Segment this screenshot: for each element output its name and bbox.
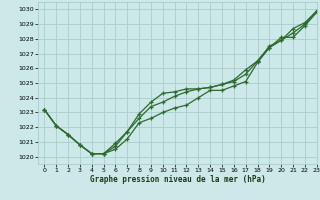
- X-axis label: Graphe pression niveau de la mer (hPa): Graphe pression niveau de la mer (hPa): [90, 175, 266, 184]
